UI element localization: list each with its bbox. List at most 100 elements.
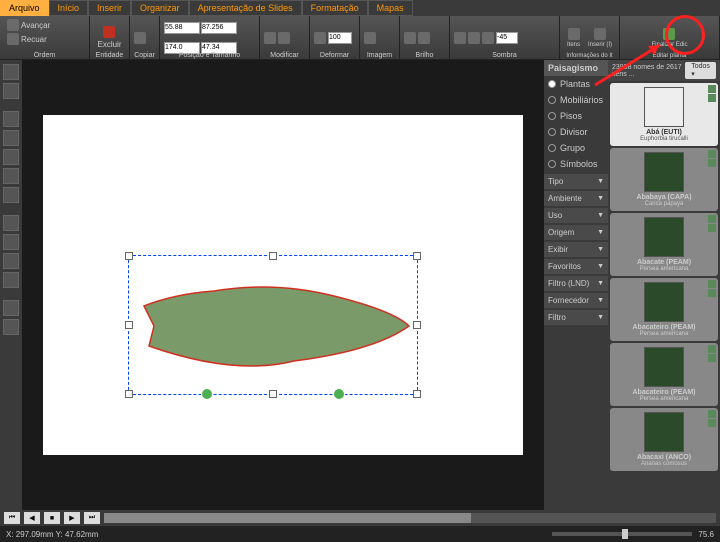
cat-action-icon[interactable]: [708, 150, 716, 158]
section-fornecedor[interactable]: Fornecedor▼: [544, 293, 608, 308]
inserir-button[interactable]: Inserir (I): [585, 27, 615, 49]
section-filtro-lnd[interactable]: Filtro (LND)▼: [544, 276, 608, 291]
cat-action-icon[interactable]: [708, 354, 716, 362]
section-filtro[interactable]: Filtro▼: [544, 310, 608, 325]
cat-action-icon[interactable]: [708, 159, 716, 167]
shape-tool-4[interactable]: [3, 272, 19, 288]
cat-action-icon[interactable]: [708, 215, 716, 223]
zoom-fit-tool[interactable]: [3, 149, 19, 165]
cat-action-icon[interactable]: [708, 94, 716, 102]
catalog-item[interactable]: Abacaxi (ANCO) Ananas comosus: [610, 408, 718, 471]
filter-grupo[interactable]: Grupo: [544, 140, 608, 156]
catalog-filter-dropdown[interactable]: Todos ▾: [685, 62, 716, 79]
menu-tab-inserir[interactable]: Inserir: [88, 0, 131, 16]
scroll-thumb[interactable]: [104, 513, 471, 523]
section-ambiente[interactable]: Ambiente▼: [544, 191, 608, 206]
avançar-button[interactable]: Avançar: [4, 18, 53, 32]
excluir-button[interactable]: Excluir: [94, 25, 124, 50]
width-input[interactable]: [201, 22, 237, 34]
bright-icon-2[interactable]: [418, 32, 430, 44]
handle-tr[interactable]: [413, 252, 421, 260]
filter-divisor[interactable]: Divisor: [544, 124, 608, 140]
shape-tool-2[interactable]: [3, 234, 19, 250]
shadow-angle-input[interactable]: [496, 32, 518, 44]
handle-tm[interactable]: [269, 252, 277, 260]
draw-tool-2[interactable]: [3, 319, 19, 335]
deform-icon[interactable]: [314, 32, 326, 44]
section-favoritos[interactable]: Favoritos▼: [544, 259, 608, 274]
zoom-tool-5[interactable]: [3, 187, 19, 203]
handle-mr[interactable]: [413, 321, 421, 329]
canvas-area[interactable]: [22, 60, 544, 510]
nav-next[interactable]: ▶: [64, 512, 80, 524]
draw-tool-1[interactable]: [3, 300, 19, 316]
shadow-icon-3[interactable]: [482, 32, 494, 44]
zoom-tool-4[interactable]: [3, 168, 19, 184]
filter-column: Paisagismo Plantas Mobiliários Pisos Div…: [544, 60, 608, 510]
handle-tl[interactable]: [125, 252, 133, 260]
shadow-icon-2[interactable]: [468, 32, 480, 44]
cat-action-icon[interactable]: [708, 85, 716, 93]
menu-tab-mapas[interactable]: Mapas: [368, 0, 413, 16]
itens-button[interactable]: Itens: [564, 27, 583, 49]
menu-tab-inicio[interactable]: Início: [49, 0, 89, 16]
catalog-item-name: Abacateiro (PEAM): [632, 324, 695, 331]
handle-bm[interactable]: [269, 390, 277, 398]
filter-mobiliarios[interactable]: Mobiliários: [544, 92, 608, 108]
shape-tool-1[interactable]: [3, 215, 19, 231]
zoom-out-tool[interactable]: [3, 130, 19, 146]
cat-action-icon[interactable]: [708, 345, 716, 353]
shape-tool-3[interactable]: [3, 253, 19, 269]
image-icon[interactable]: [364, 32, 376, 44]
cat-action-icon[interactable]: [708, 419, 716, 427]
section-uso[interactable]: Uso▼: [544, 208, 608, 223]
nav-first[interactable]: ⏮: [4, 512, 20, 524]
nav-last[interactable]: ⏭: [84, 512, 100, 524]
hand-tool[interactable]: [3, 83, 19, 99]
rotate-handle-l[interactable]: [201, 388, 213, 400]
catalog-item[interactable]: Ababaya (CAPA) Carica papaya: [610, 148, 718, 211]
filter-simbolos[interactable]: Símbolos: [544, 156, 608, 172]
section-exibir[interactable]: Exibir▼: [544, 242, 608, 257]
zoom-in-tool[interactable]: [3, 111, 19, 127]
pos-x-input[interactable]: [164, 22, 200, 34]
cat-action-icon[interactable]: [708, 410, 716, 418]
zoom-thumb[interactable]: [622, 529, 628, 539]
menu-tab-slides[interactable]: Apresentação de Slides: [189, 0, 302, 16]
handle-bl[interactable]: [125, 390, 133, 398]
filter-plantas[interactable]: Plantas: [544, 76, 608, 92]
menu-tab-arquivo[interactable]: Arquivo: [0, 0, 49, 16]
pointer-tool[interactable]: [3, 64, 19, 80]
section-origem[interactable]: Origem▼: [544, 225, 608, 240]
modify-icon-2[interactable]: [278, 32, 290, 44]
catalog-item[interactable]: Abacate (PEAM) Persea americana: [610, 213, 718, 276]
canvas[interactable]: [43, 115, 523, 455]
zoom-slider[interactable]: [552, 532, 692, 536]
selection-box[interactable]: [128, 255, 418, 395]
modify-icon[interactable]: [264, 32, 276, 44]
plant-shape[interactable]: [134, 276, 414, 376]
h-scrollbar[interactable]: [104, 513, 716, 523]
handle-ml[interactable]: [125, 321, 133, 329]
nav-stop[interactable]: ■: [44, 512, 60, 524]
bright-icon[interactable]: [404, 32, 416, 44]
menu-tab-organizar[interactable]: Organizar: [131, 0, 189, 16]
menu-tab-formatacao[interactable]: Formatação: [302, 0, 368, 16]
deform-input[interactable]: [328, 32, 352, 44]
filter-pisos[interactable]: Pisos: [544, 108, 608, 124]
shadow-icon[interactable]: [454, 32, 466, 44]
rotate-handle-r[interactable]: [333, 388, 345, 400]
copy-icon[interactable]: [134, 32, 146, 44]
catalog-list[interactable]: Abá (EUTI) Euphorbia tirucalli Ababaya (…: [608, 81, 720, 510]
cat-action-icon[interactable]: [708, 280, 716, 288]
section-tipo[interactable]: Tipo▼: [544, 174, 608, 189]
finalizar-button[interactable]: Finalizar Edic: [648, 27, 690, 49]
catalog-item[interactable]: Abacateiro (PEAM) Persea americana: [610, 343, 718, 406]
nav-prev[interactable]: ◀: [24, 512, 40, 524]
cat-action-icon[interactable]: [708, 289, 716, 297]
cat-action-icon[interactable]: [708, 224, 716, 232]
catalog-item[interactable]: Abacateiro (PEAM) Persea americana: [610, 278, 718, 341]
handle-br[interactable]: [413, 390, 421, 398]
recuar-button[interactable]: Recuar: [4, 32, 50, 46]
catalog-item[interactable]: Abá (EUTI) Euphorbia tirucalli: [610, 83, 718, 146]
